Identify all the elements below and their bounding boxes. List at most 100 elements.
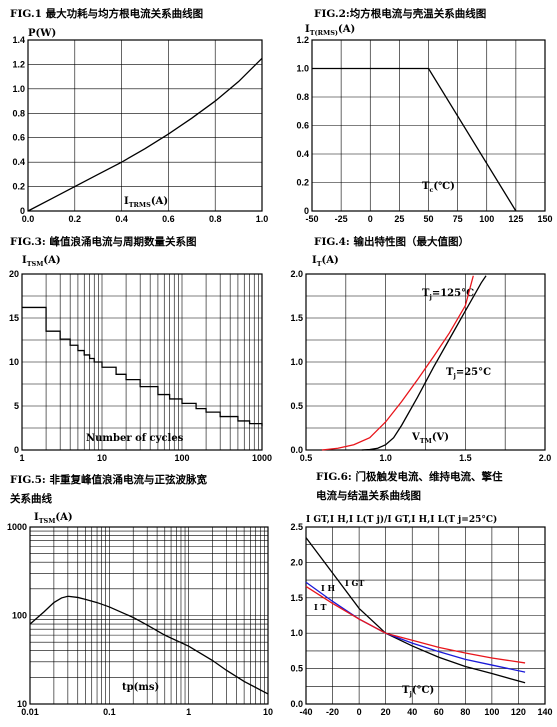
fig3-xtick-label-2: 100	[174, 453, 189, 463]
fig2-xtick-label-6: 100	[479, 214, 494, 224]
fig2-xtick-label-5: 75	[453, 214, 463, 224]
fig3-xlabel: Number of cycles	[86, 433, 184, 444]
fig1-xtick-label-2: 0.4	[115, 214, 128, 224]
fig6-chart: FIG.6: 门极触发电流、维持电流、擎住 电流与结温关系曲线图 I GT,I …	[290, 470, 552, 717]
fig1-xtick-label-4: 0.8	[209, 214, 222, 224]
fig1-ytick-label-4: 0.8	[12, 108, 25, 118]
fig6-ytick-label-3: 1.5	[290, 593, 303, 603]
fig5-ytick-label-0: 10	[17, 699, 27, 709]
fig3-xtick-label-1: 10	[97, 453, 107, 463]
fig6-ytick-label-5: 2.5	[290, 522, 303, 532]
fig4-ytick-label-0: 0.0	[290, 445, 303, 455]
fig3-xtick-label-0: 1	[19, 453, 24, 463]
fig2-caption: FIG.2:均方根电流与壳温关系曲线图	[314, 7, 486, 20]
fig6-ytick-label-0: 0.0	[290, 699, 303, 709]
fig2-frame	[311, 39, 546, 212]
fig3-chart: FIG.3: 峰值浪涌电流与周期数量关系图 ITSM(A) Number of …	[9, 235, 272, 463]
fig5-ytick-label-1: 100	[12, 611, 27, 621]
fig3-ylabel: ITSM(A)	[22, 255, 61, 268]
fig3-caption: FIG.3: 峰值浪涌电流与周期数量关系图	[10, 235, 196, 248]
fig6-caption-line2: 电流与结温关系曲线图	[316, 489, 421, 502]
fig1-ylabel: P(W)	[28, 28, 56, 39]
fig2-ytick-label-3: 0.6	[296, 121, 309, 131]
fig6-ytick-label-1: 0.5	[290, 664, 303, 674]
fig6-label-ih: I H	[321, 583, 336, 593]
fig6-xtick-label-3: 20	[381, 707, 391, 717]
fig5-ytick-label-2: 1000	[7, 522, 27, 532]
fig3-ytick-label-1: 5	[14, 401, 19, 411]
fig3-frame	[21, 273, 263, 451]
fig4-xtick-label-0: 0.5	[300, 453, 313, 463]
fig1-xtick-label-5: 1.0	[256, 214, 269, 224]
fig6-series-2-line	[305, 585, 526, 664]
fig6-xtick-label-1: -20	[326, 707, 339, 717]
fig6-xtick-label-9: 140	[537, 707, 552, 717]
fig5-xtick-label-3: 10	[263, 707, 273, 717]
fig1-xtick-label-3: 0.6	[162, 214, 175, 224]
fig1-caption: FIG.1 最大功耗与均方根电流关系曲线图	[10, 7, 203, 20]
fig1-series-0-line	[27, 57, 263, 212]
fig6-xtick-label-0: -40	[299, 707, 312, 717]
fig3-ytick-label-3: 15	[9, 313, 19, 323]
fig1-chart: FIG.1 最大功耗与均方根电流关系曲线图 P(W) ITRMS(A) 0.0 0…	[10, 7, 268, 224]
fig4-frame	[305, 273, 546, 451]
fig1-ytick-label-1: 0.2	[12, 182, 25, 192]
fig6-series-0-line	[305, 537, 526, 684]
fig6-xtick-label-2: 0	[357, 707, 362, 717]
fig2-xtick-label-4: 50	[423, 214, 433, 224]
fig5-xtick-label-1: 0.1	[103, 707, 116, 717]
fig1-ytick-label-0: 0	[20, 206, 25, 216]
fig1-ytick-label-7: 1.4	[12, 35, 25, 45]
fig1-xtick-label-0: 0.0	[22, 214, 35, 224]
fig2-ytick-label-2: 0.4	[296, 149, 309, 159]
fig6-series-1-line	[305, 581, 526, 673]
fig1-frame	[27, 39, 263, 212]
fig6-xtick-label-4: 40	[407, 707, 417, 717]
fig5-chart: FIG.5: 非重复峰值浪涌电流与正弦波脉宽 关系曲线 ITSM(A) tp(m…	[7, 473, 273, 717]
fig5-caption-line2: 关系曲线	[10, 492, 52, 505]
fig6-caption-line1: FIG.6: 门极触发电流、维持电流、擎住	[316, 470, 503, 483]
fig6-xtick-label-5: 60	[434, 707, 444, 717]
fig2-ytick-label-4: 0.8	[296, 92, 309, 102]
fig5-xtick-label-0: 0.01	[21, 707, 39, 717]
fig6-xtick-label-8: 120	[511, 707, 526, 717]
fig3-xtick-label-3: 1000	[252, 453, 272, 463]
fig5-frame	[29, 526, 269, 705]
fig4-ytick-label-1: 0.5	[290, 401, 303, 411]
fig2-xtick-label-7: 125	[508, 214, 523, 224]
fig3-ytick-label-4: 20	[9, 269, 19, 279]
fig6-frame	[305, 526, 546, 705]
fig2-xtick-label-8: 150	[537, 214, 552, 224]
fig6-ytick-label-2: 1.0	[290, 628, 303, 638]
fig4-ylabel: IT(A)	[312, 255, 339, 268]
fig3-ytick-label-0: 0	[14, 445, 19, 455]
fig1-ytick-label-5: 1.0	[12, 84, 25, 94]
fig6-xlabel: Tj(°C)	[402, 685, 434, 698]
fig6-label-it: I T	[314, 602, 327, 612]
fig6-label-igt: I GT	[345, 578, 364, 588]
fig4-xtick-label-2: 1.5	[459, 453, 472, 463]
fig4-ytick-label-3: 1.5	[290, 313, 303, 323]
fig4-xtick-label-1: 1.0	[379, 453, 392, 463]
fig4-series-0-line	[321, 275, 474, 451]
fig4-ytick-label-4: 2.0	[290, 269, 303, 279]
fig2-xlabel: Tc(℃)	[422, 181, 455, 194]
fig3-ytick-label-2: 10	[9, 357, 19, 367]
fig4-chart: FIG.4: 输出特性图（最大值图） IT(A) VTM(V) Tj=125°C…	[290, 235, 551, 463]
fig3-series-0-line	[22, 306, 263, 427]
fig4-xlabel: VTM(V)	[411, 432, 449, 445]
fig1-ytick-label-3: 0.6	[12, 133, 25, 143]
fig1-xlabel: ITRMS(A)	[124, 196, 168, 209]
fig2-series-0-line	[312, 67, 517, 212]
fig4-series-1-line	[361, 275, 487, 451]
fig1-ytick-label-2: 0.4	[12, 157, 25, 167]
fig6-xtick-label-7: 100	[484, 707, 499, 717]
fig2-xtick-label-2: 0	[368, 214, 373, 224]
fig5-caption-line1: FIG.5: 非重复峰值浪涌电流与正弦波脉宽	[10, 473, 207, 486]
fig5-series-0-line	[29, 595, 269, 695]
fig1-xtick-label-1: 0.2	[69, 214, 82, 224]
fig2-ylabel: IT(RMS)(A)	[305, 24, 355, 37]
fig2-ytick-label-5: 1.0	[296, 64, 309, 74]
fig2-xtick-label-3: 25	[394, 214, 404, 224]
